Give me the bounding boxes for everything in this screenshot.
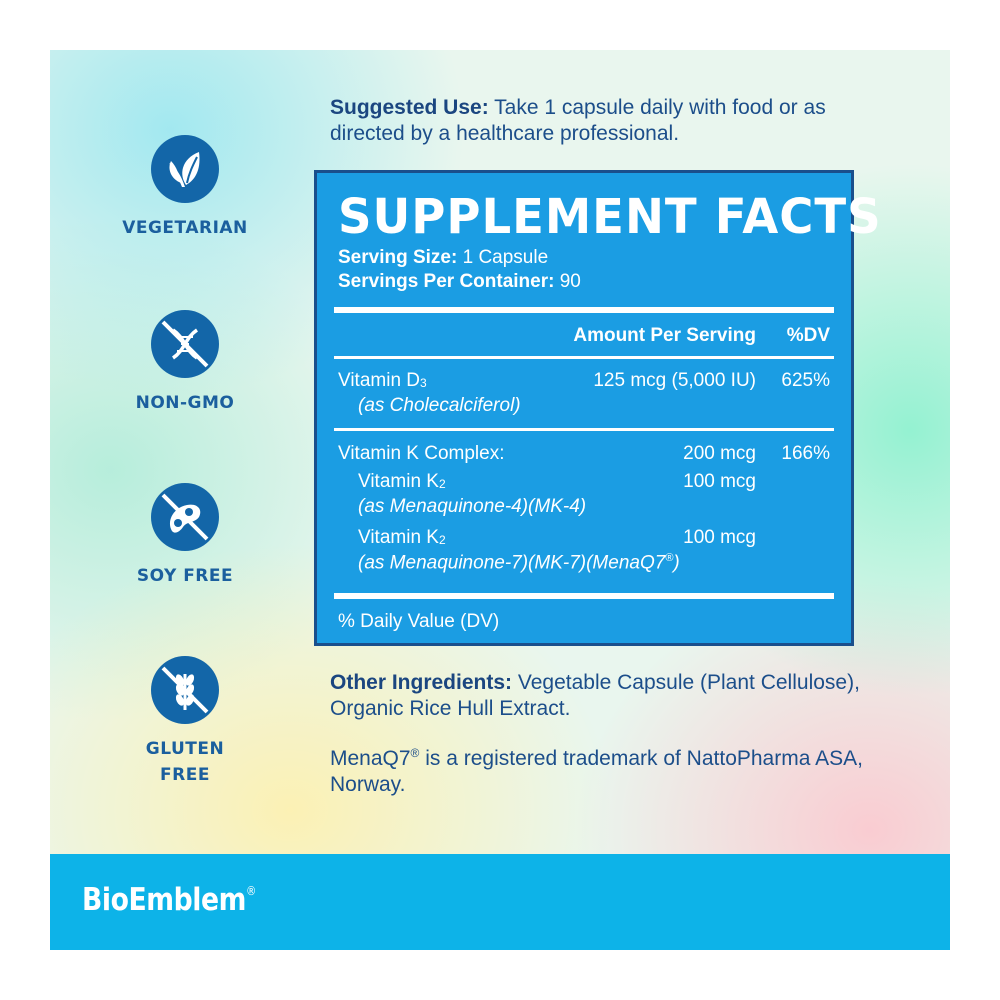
vitamin-k-amount: 200 mcg <box>683 443 756 464</box>
other-ingredients-text: Vegetable Capsule (Plant Cellulose), Org… <box>330 671 860 720</box>
vitamin-k2-mk7-amount: 100 mcg <box>683 527 756 548</box>
badge-vegetarian: VEGETARIAN <box>115 135 255 241</box>
badge-label: GLUTEN <box>145 739 225 759</box>
suggested-use-text: Take 1 capsule daily with food or as dir… <box>330 96 826 145</box>
badge-gluten-free: GLUTEN FREE <box>115 656 255 788</box>
header-dv: %DV <box>786 325 830 346</box>
suggested-use-label: Suggested Use: <box>330 96 489 119</box>
vitamin-k2-mk7-name: Vitamin K2 <box>358 527 446 548</box>
vitamin-k2-mk4-amount: 100 mcg <box>683 471 756 492</box>
badge-soy-free: SOY FREE <box>115 483 255 589</box>
servings-per-container: Servings Per Container: 90 <box>338 271 581 293</box>
vitamin-d-name: Vitamin D3 <box>338 370 427 391</box>
vitamin-k-name: Vitamin K Complex: <box>338 443 505 464</box>
serving-size-label: Serving Size: <box>338 247 458 268</box>
vitamin-d-source: (as Cholecalciferol) <box>358 395 521 416</box>
badge-label: NON-GMO <box>135 393 235 413</box>
suggested-use: Suggested Use: Take 1 capsule daily with… <box>330 95 890 147</box>
trademark-note: MenaQ7® is a registered trademark of Nat… <box>330 740 910 798</box>
serving-size-value: 1 Capsule <box>462 247 549 268</box>
badge-label: VEGETARIAN <box>122 218 248 238</box>
thin-rule <box>334 356 834 359</box>
trademark-text: is a registered trademark of NattoPharma… <box>330 747 863 796</box>
supplement-facts-panel: SUPPLEMENT FACTS Serving Size: 1 Capsule… <box>314 170 881 646</box>
servings-label: Servings Per Container: <box>338 271 555 292</box>
badge-label: SOY FREE <box>136 566 234 586</box>
vitamin-k-dv: 166% <box>781 443 830 464</box>
badge-non-gmo: NON-GMO <box>115 310 255 416</box>
servings-value: 90 <box>559 271 581 292</box>
thick-rule <box>334 593 834 599</box>
trademark-name: MenaQ7 <box>330 747 411 770</box>
thin-rule <box>334 428 834 431</box>
product-panel: VEGETARIAN NON-GMO SOY FREE <box>50 50 950 950</box>
vitamin-k2-mk4-source: (as Menaquinone-4)(MK-4) <box>358 496 587 517</box>
brand-logo: BioEmblem® <box>82 882 256 918</box>
dna-crossed-icon <box>151 310 219 378</box>
facts-title: SUPPLEMENT FACTS <box>338 189 882 245</box>
daily-value-footnote: % Daily Value (DV) <box>338 611 500 632</box>
wheat-crossed-icon <box>151 656 219 724</box>
other-ingredients: Other Ingredients: Vegetable Capsule (Pl… <box>330 670 910 722</box>
serving-size: Serving Size: 1 Capsule <box>338 247 548 269</box>
vitamin-k2-mk4-name: Vitamin K2 <box>358 471 446 492</box>
other-ingredients-label: Other Ingredients: <box>330 671 513 694</box>
vitamin-d-dv: 625% <box>781 370 830 391</box>
badge-label-2: FREE <box>160 765 210 785</box>
vitamin-d-amount: 125 mcg (5,000 IU) <box>593 370 756 391</box>
soybean-crossed-icon <box>151 483 219 551</box>
brand-footer: BioEmblem® <box>50 854 950 950</box>
trademark-reg: ® <box>410 746 420 760</box>
leaf-icon <box>151 135 219 203</box>
vitamin-k2-mk7-source: (as Menaquinone-7)(MK-7)(MenaQ7®) <box>358 552 680 574</box>
header-amount: Amount Per Serving <box>573 325 756 346</box>
thick-rule <box>334 307 834 313</box>
